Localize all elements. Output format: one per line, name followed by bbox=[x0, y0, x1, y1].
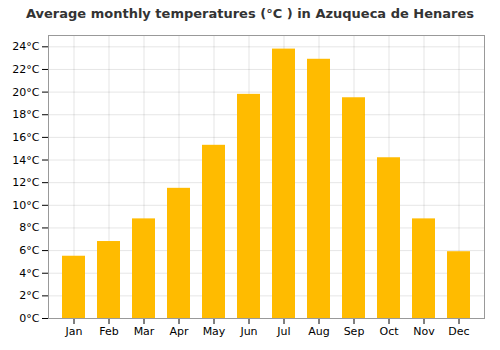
svg-text:16°C: 16°C bbox=[12, 131, 39, 144]
svg-text:Dec: Dec bbox=[448, 325, 469, 338]
svg-text:Nov: Nov bbox=[413, 325, 435, 338]
svg-text:Apr: Apr bbox=[169, 325, 189, 338]
svg-text:Jan: Jan bbox=[65, 325, 83, 338]
svg-text:4°C: 4°C bbox=[19, 267, 39, 280]
svg-text:6°C: 6°C bbox=[19, 244, 39, 257]
svg-text:8°C: 8°C bbox=[19, 221, 39, 234]
svg-text:0°C: 0°C bbox=[19, 312, 39, 325]
svg-text:Feb: Feb bbox=[99, 325, 118, 338]
html-text:Average monthly temperatures (: Average monthly temperatures (°C ) in Az… bbox=[26, 6, 474, 21]
svg-text:10°C: 10°C bbox=[12, 199, 39, 212]
svg-text:Mar: Mar bbox=[134, 325, 155, 338]
svg-text:14°C: 14°C bbox=[12, 154, 39, 167]
svg-text:24°C: 24°C bbox=[12, 40, 39, 53]
svg-text:Aug: Aug bbox=[308, 325, 329, 338]
svg-text:12°C: 12°C bbox=[12, 176, 39, 189]
svg-text:2°C: 2°C bbox=[19, 289, 39, 302]
svg-text:20°C: 20°C bbox=[12, 86, 39, 99]
svg-text:Jul: Jul bbox=[276, 325, 290, 338]
svg-text:Oct: Oct bbox=[379, 325, 399, 338]
svg-text:18°C: 18°C bbox=[12, 108, 39, 121]
svg-text:Jun: Jun bbox=[239, 325, 257, 338]
svg-text:May: May bbox=[203, 325, 226, 338]
svg-text:Sep: Sep bbox=[344, 325, 365, 338]
svg-text:22°C: 22°C bbox=[12, 63, 39, 76]
